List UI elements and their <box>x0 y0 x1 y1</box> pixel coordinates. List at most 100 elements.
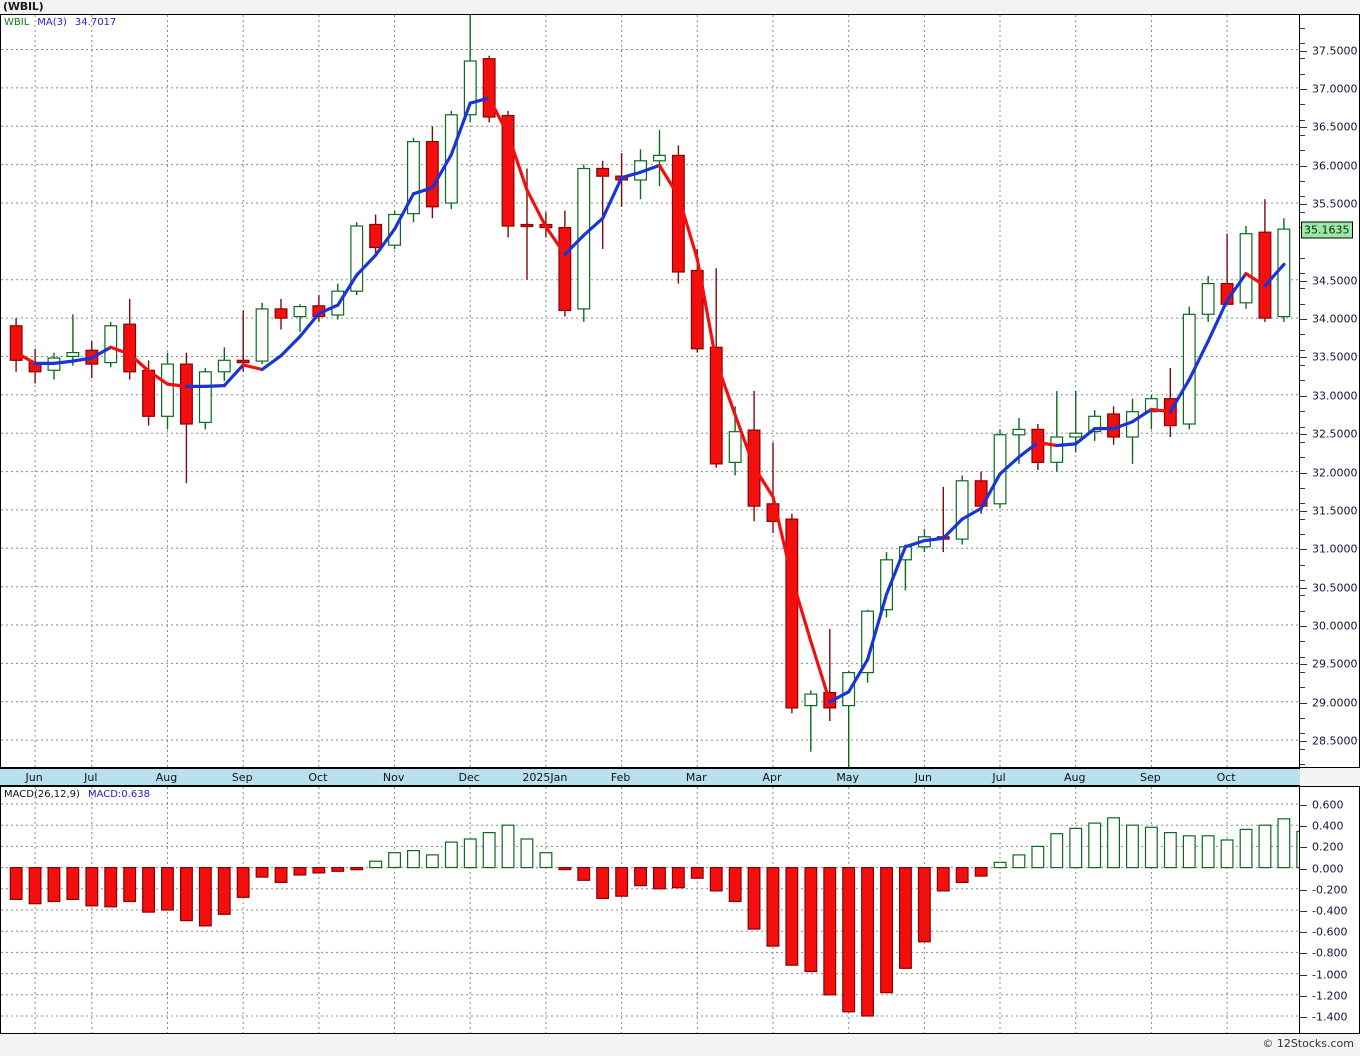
price-tick-mark <box>1300 50 1307 52</box>
price-minor-tick <box>1300 411 1305 413</box>
price-tick-mark <box>1300 510 1307 512</box>
price-tick-mark <box>1300 549 1307 551</box>
price-minor-tick <box>1300 180 1305 182</box>
price-minor-tick <box>1300 503 1305 505</box>
price-tick-label: 29.0000 <box>1312 696 1358 710</box>
price-minor-tick <box>1300 441 1305 443</box>
watermark: © 12Stocks.com <box>1262 1037 1354 1050</box>
price-tick-mark <box>1300 88 1307 90</box>
macd-tick-label: -0.800 <box>1312 946 1348 960</box>
macd-tick-mark <box>1300 868 1307 870</box>
macd-legend: MACD(26,12,9) MACD:0.638 <box>4 789 150 800</box>
price-tick-label: 36.5000 <box>1312 120 1358 134</box>
price-tick-mark <box>1300 434 1307 436</box>
price-tick-label: 32.0000 <box>1312 466 1358 480</box>
page-title: (WBIL) <box>3 0 44 13</box>
price-minor-tick <box>1300 288 1305 290</box>
price-minor-tick <box>1300 119 1305 121</box>
macd-tick-label: 0.400 <box>1312 819 1344 833</box>
price-tick-mark <box>1300 127 1307 129</box>
price-x-axis-dates: Jun Jul Aug Sep Oct Nov Dec 2025Jan Feb Mar Apr May… <box>0 768 1300 786</box>
price-minor-tick <box>1300 257 1305 259</box>
macd-tick-label: 0.200 <box>1312 840 1344 854</box>
price-plot-area <box>1 15 1299 767</box>
price-tick-mark <box>1300 664 1307 666</box>
macd-tick-label: 0.000 <box>1312 862 1344 876</box>
date-tick-label: Aug <box>155 771 178 784</box>
price-y-axis: 37.5000 37.0000 36.5000 36.0000 35.5000 34.50… <box>1300 14 1360 768</box>
macd-tick-label: -1.000 <box>1312 968 1348 982</box>
price-tick-label: 37.5000 <box>1312 44 1358 58</box>
price-tick-mark <box>1300 702 1307 704</box>
price-minor-tick <box>1300 196 1305 198</box>
price-minor-tick <box>1300 533 1305 535</box>
price-tick-label: 28.5000 <box>1312 734 1358 748</box>
macd-tick-mark <box>1300 995 1307 997</box>
price-minor-tick <box>1300 42 1305 44</box>
price-minor-tick <box>1300 764 1305 766</box>
price-tick-mark <box>1300 587 1307 589</box>
macd-tick-label: -1.400 <box>1312 1010 1348 1024</box>
date-tick-label: Jun <box>25 771 43 784</box>
price-tick-label: 33.0000 <box>1312 389 1358 403</box>
macd-tick-mark <box>1300 804 1307 806</box>
price-minor-tick <box>1300 718 1305 720</box>
price-tick-mark <box>1300 741 1307 743</box>
date-tick-label: Sep <box>1140 771 1161 784</box>
price-tick-label: 31.0000 <box>1312 542 1358 556</box>
price-tick-label: 33.5000 <box>1312 350 1358 364</box>
legend-ma-value: 34.7017 <box>74 17 117 28</box>
date-tick-label: Jul <box>84 771 98 784</box>
macd-chart-panel[interactable] <box>0 786 1300 1034</box>
price-minor-tick <box>1300 580 1305 581</box>
price-minor-tick <box>1300 349 1305 351</box>
price-chart-panel[interactable] <box>0 14 1300 768</box>
legend-macd-value: MACD:0.638 <box>87 789 150 800</box>
date-tick-label: Oct <box>1216 771 1236 784</box>
price-minor-tick <box>1300 564 1305 566</box>
price-tick-mark <box>1300 204 1307 205</box>
price-legend: WBIL MA(3) 34.7017 <box>4 17 116 28</box>
price-minor-tick <box>1300 58 1305 60</box>
price-minor-tick <box>1300 733 1305 735</box>
price-minor-tick <box>1300 365 1305 367</box>
macd-tick-label: -0.600 <box>1312 925 1348 939</box>
price-tick-mark <box>1300 280 1307 282</box>
price-minor-tick <box>1300 73 1305 75</box>
price-minor-tick <box>1300 380 1305 382</box>
price-tick-label: 36.0000 <box>1312 159 1358 173</box>
price-tick-mark <box>1300 165 1307 167</box>
macd-tick-mark <box>1300 974 1307 976</box>
date-tick-label: 2025Jan <box>522 771 568 784</box>
legend-symbol: WBIL <box>4 17 30 28</box>
macd-tick-mark <box>1300 932 1307 934</box>
price-minor-tick <box>1300 610 1305 612</box>
price-tick-label: 30.0000 <box>1312 619 1358 633</box>
macd-tick-label: -1.200 <box>1312 989 1348 1003</box>
date-tick-label: May <box>836 771 860 784</box>
footer: © 12Stocks.com <box>0 1034 1360 1056</box>
date-tick-label: Oct <box>308 771 328 784</box>
date-tick-label: Mar <box>685 771 707 784</box>
price-tick-mark <box>1300 472 1307 474</box>
price-tick-label: 32.5000 <box>1312 427 1358 441</box>
macd-plot-area <box>1 787 1299 1033</box>
price-tick-label: 29.5000 <box>1312 657 1358 671</box>
date-tick-label: Apr <box>762 771 782 784</box>
macd-tick-label: 0.600 <box>1312 798 1344 812</box>
price-tick-mark <box>1300 626 1307 628</box>
macd-tick-mark <box>1300 847 1307 849</box>
price-minor-tick <box>1300 104 1305 106</box>
price-minor-tick <box>1300 672 1305 674</box>
price-tick-label: 34.5000 <box>1312 274 1358 288</box>
price-tick-mark <box>1300 357 1307 359</box>
price-minor-tick <box>1300 150 1305 152</box>
title-bar: (WBIL) <box>0 0 1360 14</box>
date-tick-label: Feb <box>610 771 631 784</box>
legend-macd-label: MACD(26,12,9) <box>4 789 80 800</box>
macd-tick-label: -0.200 <box>1312 883 1348 897</box>
macd-y-axis: 0.600 0.400 0.200 0.000 -0.200 -0.400 -0.600 -0… <box>1300 786 1360 1034</box>
date-tick-label: Aug <box>1063 771 1086 784</box>
price-candlestick-svg <box>1 15 1299 767</box>
